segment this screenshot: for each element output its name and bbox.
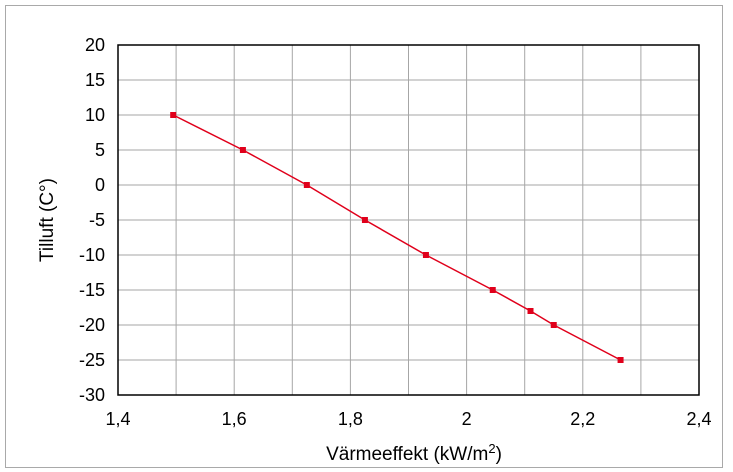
x-tick-label: 1,8 [338, 409, 363, 429]
grid-lines [118, 45, 699, 395]
y-tick-label: 15 [85, 70, 105, 90]
data-point [239, 147, 246, 153]
y-tick-label: 10 [85, 105, 105, 125]
y-axis-ticks: 20 15 10 5 0 -5 -10 -15 -20 -25 -30 [79, 35, 105, 405]
data-point [617, 357, 624, 363]
data-point [422, 252, 429, 258]
x-tick-label: 2,4 [686, 409, 711, 429]
data-point [550, 322, 557, 328]
y-tick-label: -30 [79, 385, 105, 405]
x-tick-label: 1,4 [105, 409, 130, 429]
y-tick-label: -5 [89, 210, 105, 230]
y-tick-label: -25 [79, 350, 105, 370]
x-tick-label: 1,6 [222, 409, 247, 429]
y-tick-label: 5 [95, 140, 105, 160]
y-tick-label: 0 [95, 175, 105, 195]
data-point [170, 112, 177, 118]
y-tick-label: 20 [85, 35, 105, 55]
x-tick-label: 2 [462, 409, 472, 429]
chart-frame [5, 5, 723, 468]
data-point [361, 217, 368, 223]
y-tick-label: -20 [79, 315, 105, 335]
data-point [303, 182, 310, 188]
data-point [527, 308, 534, 314]
x-tick-label: 2,2 [570, 409, 595, 429]
series-group [170, 112, 624, 363]
y-axis-label: Tilluft (C°) [37, 178, 58, 262]
x-axis-ticks: 1,4 1,6 1,8 2 2,2 2,4 [105, 409, 711, 429]
x-axis-label: Värmeeffekt (kW/m2) [326, 441, 502, 465]
y-tick-label: -10 [79, 245, 105, 265]
data-point [489, 287, 496, 293]
y-tick-label: -15 [79, 280, 105, 300]
plot-area [117, 44, 700, 396]
